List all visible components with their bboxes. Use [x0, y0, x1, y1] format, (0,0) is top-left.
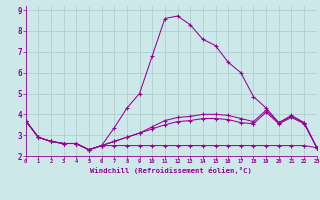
X-axis label: Windchill (Refroidissement éolien,°C): Windchill (Refroidissement éolien,°C) — [90, 167, 252, 174]
